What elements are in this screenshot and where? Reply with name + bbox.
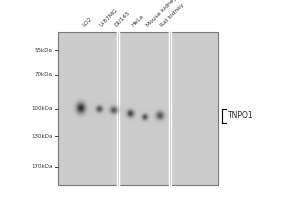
Text: 100kDa: 100kDa [32,106,53,111]
Text: Rat kidney: Rat kidney [160,2,185,28]
Text: U-87MG: U-87MG [99,8,119,28]
Text: HeLa: HeLa [131,14,145,28]
Text: LO2: LO2 [81,16,93,28]
Text: TNPO1: TNPO1 [228,111,254,120]
Text: 55kDa: 55kDa [35,48,53,53]
Text: 170kDa: 170kDa [32,164,53,169]
Text: 130kDa: 130kDa [32,134,53,139]
Text: DU145: DU145 [114,10,132,28]
Text: Mouse kidney: Mouse kidney [145,0,178,28]
Bar [58,32,218,185]
Text: 70kDa: 70kDa [35,72,53,77]
